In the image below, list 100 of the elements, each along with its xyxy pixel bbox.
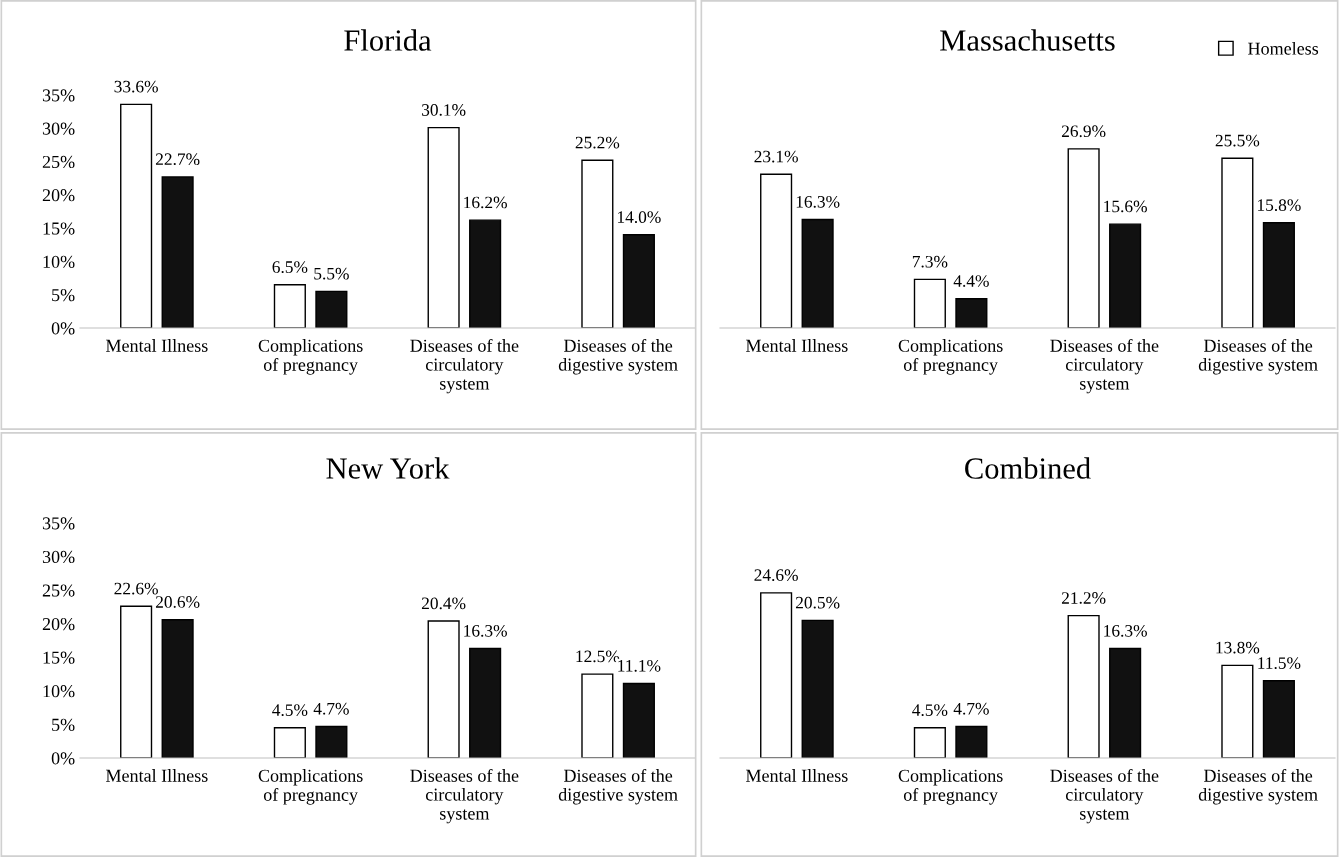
data-label: 20.6%: [155, 596, 200, 608]
bar: [622, 234, 655, 328]
bar: [1109, 223, 1142, 328]
x-tick-label: Mental Illness: [745, 769, 848, 782]
data-label: 13.8%: [1216, 641, 1260, 654]
x-tick-label: Mental Illness: [105, 769, 208, 782]
bar: [955, 298, 988, 328]
y-tick-label: 15%: [43, 222, 75, 235]
data-label: 5.5%: [314, 267, 349, 280]
y-tick-label: 10%: [43, 255, 75, 268]
y-tick-label: 5%: [52, 718, 75, 731]
data-label: 6.5%: [272, 261, 308, 273]
bar: [1262, 222, 1295, 328]
x-tick-label: Diseases of the circulatory system: [1050, 768, 1159, 824]
x-tick-label: Diseases of the digestive system: [1198, 338, 1318, 375]
y-tick-label: 0%: [51, 322, 75, 335]
bar: [801, 218, 834, 328]
data-label: 16.3%: [464, 624, 507, 637]
bar: [427, 126, 460, 328]
data-label: 25.2%: [575, 136, 620, 149]
x-tick-label: Complications of pregnancy: [258, 769, 363, 805]
bar: [469, 647, 502, 758]
chart-title: Florida: [344, 29, 432, 51]
y-tick-label: 20%: [42, 617, 75, 631]
y-tick-label: 25%: [42, 584, 75, 597]
data-label: 16.2%: [464, 196, 507, 209]
bar: [913, 278, 946, 328]
bar: [120, 605, 153, 758]
bar: [273, 727, 306, 758]
data-label: 4.7%: [313, 702, 349, 715]
data-label: 15.8%: [1257, 199, 1301, 212]
x-tick-label: Mental Illness: [745, 339, 848, 352]
bar: [801, 619, 834, 758]
bar: [760, 592, 793, 758]
data-label: 7.3%: [912, 255, 948, 268]
x-tick-label: Diseases of the circulatory system: [410, 338, 519, 394]
data-label: 11.5%: [1258, 657, 1301, 669]
bar: [1221, 664, 1254, 758]
y-tick-label: 0%: [51, 752, 75, 765]
bar: [120, 103, 153, 328]
bar: [1067, 614, 1100, 758]
data-label: 33.6%: [114, 80, 158, 93]
bar: [1067, 148, 1100, 328]
data-label: 11.1%: [618, 659, 661, 672]
data-label: 25.5%: [1215, 134, 1260, 147]
y-tick-label: 30%: [42, 122, 75, 135]
x-tick-label: Diseases of the circulatory system: [1050, 338, 1159, 394]
y-tick-label: 25%: [42, 155, 75, 169]
data-label: 15.6%: [1104, 200, 1147, 213]
chart-title: Massachusetts: [940, 29, 1115, 51]
data-label: 20.4%: [421, 597, 466, 610]
data-label: 21.2%: [1061, 592, 1106, 604]
data-label: 22.7%: [155, 153, 200, 166]
x-tick-label: Diseases of the digestive system: [1198, 768, 1318, 805]
data-label: 20.5%: [795, 596, 840, 609]
bar: [581, 673, 614, 758]
data-label: 16.3%: [1104, 624, 1147, 637]
legend-label: Homeless: [1248, 42, 1319, 55]
chart-title: New York: [326, 457, 450, 479]
data-label: 26.9%: [1061, 125, 1106, 138]
bar: [1262, 680, 1295, 758]
bar: [315, 725, 348, 758]
y-tick-label: 10%: [43, 685, 75, 698]
data-label: 14.0%: [617, 211, 661, 224]
bar: [273, 284, 306, 328]
x-tick-label: Diseases of the digestive system: [558, 338, 678, 375]
y-tick-label: 20%: [42, 189, 75, 202]
bar: [161, 618, 194, 758]
bar: [315, 290, 348, 328]
y-tick-label: 5%: [52, 288, 75, 302]
chart-title: Combined: [965, 457, 1091, 479]
data-label: 22.6%: [114, 582, 158, 595]
bar: [760, 173, 793, 328]
x-tick-label: Complications of pregnancy: [258, 339, 363, 375]
bar: [161, 176, 194, 328]
bar: [427, 620, 460, 758]
bar: [622, 682, 655, 758]
x-tick-label: Complications of pregnancy: [898, 769, 1003, 805]
bar: [469, 219, 502, 328]
y-tick-label: 30%: [42, 550, 75, 564]
bar: [581, 159, 614, 328]
data-label: 4.5%: [912, 704, 948, 716]
data-label: 12.5%: [576, 650, 620, 663]
data-label: 24.6%: [754, 569, 798, 582]
data-label: 4.4%: [953, 275, 989, 287]
bar: [913, 727, 946, 758]
data-label: 30.1%: [422, 104, 466, 116]
y-tick-label: 35%: [42, 517, 75, 530]
bar: [955, 725, 988, 758]
y-tick-label: 15%: [43, 651, 75, 664]
x-tick-label: Diseases of the digestive system: [558, 768, 678, 805]
y-tick-label: 35%: [42, 89, 75, 102]
data-label: 4.7%: [953, 702, 989, 715]
x-tick-label: Mental Illness: [105, 339, 208, 352]
data-label: 16.3%: [796, 195, 840, 208]
data-label: 23.1%: [754, 150, 798, 163]
bar: [1221, 157, 1254, 328]
x-tick-label: Complications of pregnancy: [898, 339, 1003, 375]
bar: [1109, 647, 1142, 758]
x-tick-label: Diseases of the circulatory system: [410, 768, 519, 824]
